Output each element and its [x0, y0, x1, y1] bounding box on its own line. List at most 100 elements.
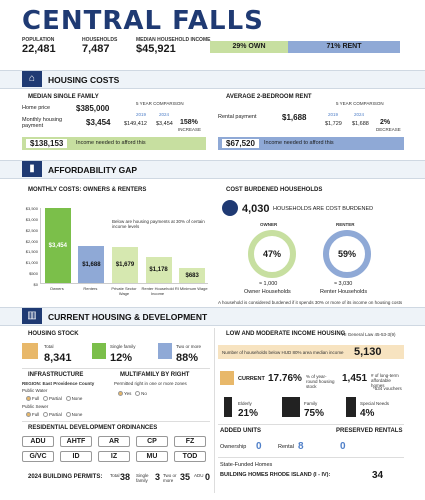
- chart-bar: $1,688: [78, 246, 105, 283]
- multi-home-icon: [158, 343, 172, 359]
- permits-single-label: Single family: [136, 473, 149, 483]
- rental-payment-value: $1,688: [282, 113, 307, 122]
- sf-income-value: $138,153: [26, 139, 68, 148]
- region: REGION: East Providence County: [22, 381, 95, 386]
- x-tick-label: Owners: [49, 286, 64, 291]
- population-label: POPULATION: [22, 37, 55, 43]
- ordinance-chip: CP: [136, 436, 168, 447]
- chart-note: Below are housing payments at 30% of cer…: [112, 219, 205, 229]
- permits-adu-label: ADU: [194, 473, 204, 478]
- chart-bar: $3,454: [44, 208, 71, 283]
- renter-count: ≈ 3,030: [334, 281, 353, 287]
- special-label: Special Needs: [360, 401, 390, 406]
- x-tick-label: Renters: [83, 286, 98, 291]
- monthly-costs-chart: $3,454 $1,688 $1,679 $1,178 $683: [40, 208, 208, 284]
- permits-label: 2024 BUILDING PERMITS:: [28, 474, 103, 480]
- water-none-radio[interactable]: [65, 396, 71, 402]
- elderly-value: 21%: [238, 408, 259, 419]
- chart-y-axis: $3,500 $3,000 $2,500 $2,000 $1,500 $1,000 $500…: [20, 206, 38, 290]
- ownership-value: 0: [256, 441, 262, 452]
- monthly-costs-title: MONTHLY COSTS: OWNERS & RENTERS: [28, 187, 147, 193]
- preserved-value: 0: [340, 441, 346, 452]
- current-note: % of year-round housing stock: [306, 374, 335, 389]
- lmi-title: LOW AND MODERATE INCOME HOUSING: [226, 331, 346, 337]
- rent-change-label: DECREASE: [376, 127, 401, 132]
- renter-label: RENTER: [336, 222, 355, 227]
- page-title: CENTRAL FALLS: [22, 6, 264, 36]
- sf-income-label: Income needed to afford this: [76, 140, 146, 146]
- sewer-full-radio[interactable]: [26, 412, 31, 418]
- bar-value-label: $683: [185, 272, 199, 279]
- rent-year-2024: 2024: [354, 112, 365, 117]
- ownership-label: Ownership: [220, 444, 247, 450]
- burden-count: 4,030: [242, 203, 270, 215]
- sewer-partial-label: Partial: [49, 412, 62, 417]
- lmi-count: 5,130: [354, 346, 382, 358]
- current-label: CURRENT: [238, 376, 265, 382]
- two-value: 88%: [176, 352, 199, 364]
- mf-no-label: No: [141, 391, 147, 396]
- single-value: 12%: [110, 352, 133, 364]
- trend-icon: [222, 200, 238, 216]
- special-value: 4%: [360, 408, 375, 419]
- mf-yes-radio[interactable]: [118, 391, 123, 397]
- rent-income-band: [218, 137, 404, 150]
- lock-house-icon: [220, 371, 234, 385]
- renter-caption: Renter Households: [320, 289, 368, 295]
- two-label: Two or more: [176, 344, 202, 349]
- y-tick-label: $2,000: [25, 238, 38, 244]
- ordinance-chip: AHTF: [60, 436, 92, 447]
- monthly-payment-label: Monthly housing payment: [22, 117, 63, 129]
- bar-value-label: $3,454: [48, 242, 67, 249]
- ordinance-chip: FZ: [174, 436, 206, 447]
- ordinance-chip: MU: [136, 451, 168, 462]
- rent-bar: 71% RENT: [288, 41, 400, 53]
- vouchers: *534 vouchers: [373, 386, 402, 391]
- ordinance-chip: AR: [98, 436, 130, 447]
- sf-comparison-label: 5 YEAR COMPARISON: [136, 101, 184, 106]
- y-tick-label: $3,500: [25, 206, 38, 211]
- current-section-header: [0, 307, 425, 326]
- rent-change: 2%: [380, 119, 391, 126]
- sf-change: 158%: [180, 119, 198, 126]
- y-tick-label: $0: [33, 282, 38, 287]
- x-tick-label: Private Sector Wage: [111, 286, 137, 296]
- owner-label: OWNER: [260, 222, 278, 227]
- sf-income-band: [22, 137, 206, 150]
- water-none-label: None: [71, 396, 83, 401]
- population-value: 22,481: [22, 43, 56, 55]
- ordinance-chip: ADU: [22, 436, 54, 447]
- rental-payment-label: Rental payment: [218, 114, 257, 120]
- state-funded-label: State-Funded Homes: [220, 462, 273, 468]
- rent-income-value: $67,520: [222, 139, 259, 148]
- added-units-title: ADDED UNITS: [220, 428, 262, 434]
- median-income-stat: MEDIAN HOUSEHOLD INCOME $45,921: [136, 37, 210, 55]
- single-home-icon: [92, 343, 106, 359]
- mf-no-radio[interactable]: [135, 391, 141, 397]
- rent-val-2019: $1,729: [325, 121, 342, 127]
- public-water-label: Public Water: [22, 388, 48, 393]
- home-price-value: $385,000: [76, 104, 110, 113]
- permits-two-label: Two or more: [163, 473, 177, 483]
- y-tick-label: $500: [29, 271, 38, 277]
- gap-header: AFFORDABILITY GAP: [48, 165, 138, 175]
- ordinance-chip: ID: [60, 451, 92, 462]
- rent-income-label: Income needed to afford this: [264, 140, 334, 146]
- water-full-radio[interactable]: [26, 396, 31, 402]
- ordinance-chip: TOD: [174, 451, 206, 462]
- water-full-label: Full: [32, 396, 40, 401]
- y-tick-label: $2,500: [25, 227, 38, 233]
- family-icon: [282, 397, 300, 417]
- bar-value-label: $1,178: [149, 267, 168, 274]
- sewer-none-radio[interactable]: [65, 412, 71, 418]
- bar-value-label: $1,688: [82, 261, 101, 268]
- special-needs-icon: [346, 397, 356, 417]
- water-partial-radio[interactable]: [43, 396, 49, 402]
- sewer-partial-radio[interactable]: [43, 412, 49, 418]
- median-income-value: $45,921: [136, 43, 176, 55]
- divider: [218, 457, 404, 458]
- burden-text: HOUSEHOLDS ARE COST BURDENED: [273, 206, 374, 212]
- lmi-band: [218, 345, 404, 359]
- public-sewer-label: Public Sewer: [22, 404, 49, 409]
- lmi-source: RI General Law 45-53-3(9): [342, 332, 396, 337]
